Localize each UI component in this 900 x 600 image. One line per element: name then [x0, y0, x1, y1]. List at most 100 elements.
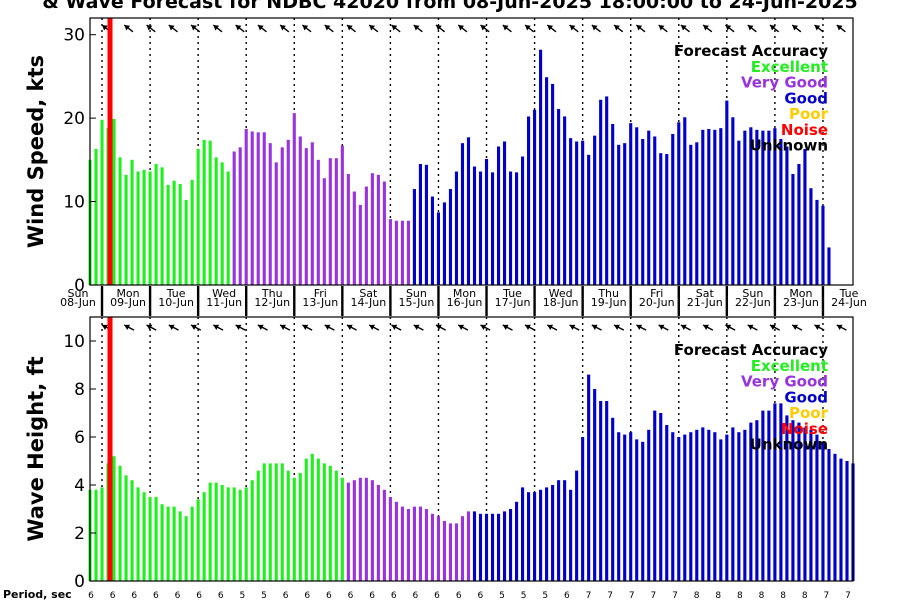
day-date-label: 15-Jun — [399, 296, 435, 309]
wind-bar — [358, 204, 362, 285]
wave-bar — [551, 485, 555, 581]
wave-bar — [629, 432, 633, 581]
wave-bar — [689, 432, 693, 581]
wave-y-tick-label: 4 — [74, 476, 85, 496]
day-of-week-label: Mon — [453, 287, 476, 300]
wave-bar — [791, 420, 795, 581]
wave-bar — [268, 463, 272, 581]
wave-bar — [202, 492, 206, 581]
wave-bar — [605, 401, 609, 581]
wave-bar — [707, 429, 711, 581]
wind-bar — [340, 145, 344, 285]
wind-bar — [695, 142, 699, 285]
wave-bar — [490, 513, 495, 581]
wind-direction-arrow — [391, 324, 402, 331]
wave-bar — [797, 422, 801, 581]
wind-bar — [539, 49, 543, 286]
wind-direction-arrow — [413, 324, 424, 331]
wind-bar — [220, 162, 224, 285]
wave-bar — [484, 513, 489, 581]
wave-bar — [521, 487, 525, 581]
wind-direction-arrow — [257, 24, 267, 33]
wave-bar — [430, 513, 435, 581]
wind-bar — [683, 117, 687, 285]
day-date-label: 18-Jun — [543, 296, 579, 309]
wind-direction-arrow — [368, 324, 380, 331]
wind-direction-arrow — [391, 24, 401, 33]
period-value: 8 — [759, 591, 765, 600]
wave-bar — [394, 501, 398, 581]
period-value: 6 — [88, 591, 94, 600]
day-of-week-label: Mon — [116, 287, 139, 300]
wind-bar — [448, 189, 453, 285]
wave-bar — [124, 475, 128, 581]
period-value: 7 — [607, 591, 613, 600]
wind-bar — [454, 171, 459, 285]
wave-legend-title: Forecast Accuracy — [674, 341, 828, 359]
wind-bar — [430, 196, 435, 285]
day-of-week-label: Tue — [839, 287, 859, 300]
wave-y-tick-label: 10 — [63, 332, 85, 352]
day-date-label: 09-Jun — [110, 296, 146, 309]
wind-bar — [827, 247, 831, 285]
wave-bar — [454, 523, 459, 581]
wind-bar — [767, 130, 771, 285]
wind-bar — [575, 141, 579, 285]
wave-bar — [256, 470, 260, 581]
day-of-week-label: Sat — [696, 287, 715, 300]
wind-bar — [797, 164, 801, 285]
period-value: 5 — [240, 591, 246, 600]
wind-bar — [334, 158, 338, 285]
period-value: 6 — [153, 591, 159, 600]
wave-bar — [587, 374, 591, 581]
wind-bar — [178, 184, 182, 285]
wind-bar — [244, 128, 248, 285]
wave-bar — [424, 509, 428, 581]
period-row: Period, sec 6 6 6 6 6 6 6 5 5 6 6 6 6 6 6 6 6 6 6 5 5 5 6 7 7 7 7 7… — [3, 588, 851, 600]
wind-bar — [412, 189, 416, 285]
wave-bar — [172, 506, 176, 581]
wind-bar — [713, 129, 717, 285]
wind-bar — [665, 154, 669, 285]
wind-bar — [442, 202, 447, 285]
day-of-week-label: Wed — [212, 287, 236, 300]
wind-direction-arrow — [212, 24, 223, 33]
wind-bar — [731, 117, 735, 285]
day-date-label: 17-Jun — [495, 296, 531, 309]
wind-bar — [316, 159, 320, 285]
wave-bar — [340, 477, 344, 581]
wind-direction-arrow — [702, 324, 714, 331]
wave-bar — [466, 511, 471, 581]
period-value: 5 — [261, 591, 267, 600]
period-value: 7 — [586, 591, 592, 600]
wind-bar — [232, 151, 236, 285]
wave-bar — [130, 480, 134, 581]
wind-bar — [124, 174, 128, 285]
wind-bar — [653, 136, 657, 285]
wind-direction-arrow — [747, 24, 757, 33]
wind-bar — [773, 128, 777, 285]
wave-bar — [803, 427, 807, 581]
day-date-label: 11-Jun — [206, 296, 242, 309]
period-value: 6 — [434, 591, 440, 600]
wind-direction-arrow — [168, 324, 179, 331]
wind-direction-arrow — [836, 324, 847, 331]
wave-bar — [665, 425, 669, 581]
wave-bar — [166, 506, 170, 581]
wave-bar — [190, 506, 194, 581]
wave-bar — [773, 403, 777, 581]
wind-bar — [791, 174, 795, 285]
wave-bar — [539, 489, 543, 581]
wave-y-tick-label: 2 — [74, 524, 85, 544]
wind-bar — [298, 136, 302, 285]
wave-bar — [785, 415, 789, 581]
day-label-strip: Sun08-JunMon09-JunTue10-JunWed11-JunThu1… — [60, 286, 867, 316]
wind-bar — [268, 143, 272, 285]
wind-direction-arrow — [724, 24, 735, 33]
wave-bar — [334, 470, 338, 581]
wind-bar — [394, 220, 398, 285]
wind-bar — [521, 156, 525, 285]
period-value: 8 — [715, 591, 721, 600]
wave-legend-item: Poor — [789, 404, 829, 422]
wind-bar — [527, 116, 531, 286]
